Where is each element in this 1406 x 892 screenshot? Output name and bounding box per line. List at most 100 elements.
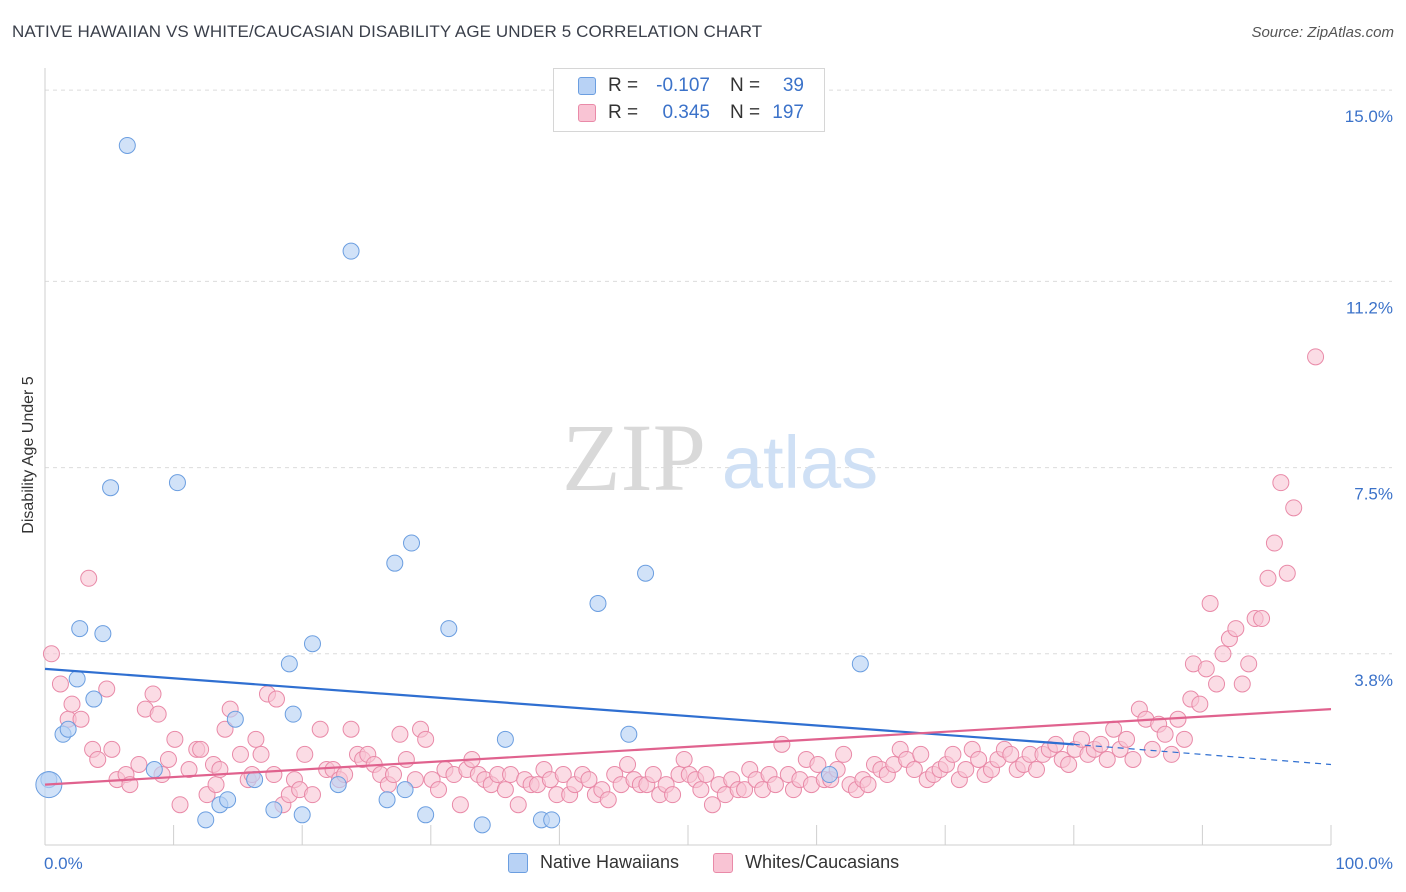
- legend-item-native-hawaiians[interactable]: Native Hawaiians: [508, 852, 679, 873]
- data-point-white: [1156, 725, 1174, 743]
- data-point-white: [180, 761, 198, 779]
- data-point-white: [385, 766, 403, 784]
- data-point-native-hawaiian: [145, 761, 163, 779]
- data-point-white: [1208, 675, 1226, 693]
- tick-labels: 3.8% 7.5% 11.2% 15.0% 0.0% 100.0%: [44, 107, 1393, 873]
- data-point-white: [905, 761, 923, 779]
- legend-item-whites-caucasians[interactable]: Whites/Caucasians: [713, 852, 899, 873]
- legend-row-whites-caucasians: R = 0.345 N = 197: [578, 101, 804, 125]
- data-point-white: [430, 781, 448, 799]
- data-point-white: [957, 761, 975, 779]
- data-point-white: [496, 781, 514, 799]
- legend-swatch-blue: [508, 852, 528, 873]
- grid-lines: [45, 89, 1392, 655]
- data-point-white: [1124, 750, 1142, 768]
- data-point-white: [231, 745, 249, 763]
- data-point-white: [644, 766, 662, 784]
- data-point-native-hawaiian: [403, 534, 421, 552]
- data-point-white: [1143, 740, 1161, 758]
- data-point-white: [1073, 730, 1091, 748]
- data-point-native-hawaiian: [473, 816, 491, 834]
- data-point-white: [697, 766, 715, 784]
- data-point-native-hawaiian: [386, 554, 404, 572]
- data-point-white: [1253, 610, 1271, 628]
- source-label: Source: ZipAtlas.com: [1251, 24, 1394, 41]
- data-point-white: [970, 750, 988, 768]
- correlation-legend: R = -0.107 N = 39 R = 0.345 N = 197: [553, 68, 825, 132]
- data-point-white: [216, 720, 234, 738]
- data-point-white: [664, 786, 682, 804]
- data-point-white: [1118, 730, 1136, 748]
- y-tick-label: 3.8%: [1354, 671, 1393, 690]
- data-point-native-hawaiian: [342, 242, 360, 260]
- data-point-native-hawaiian: [417, 806, 435, 824]
- data-point-native-hawaiian: [197, 811, 215, 829]
- data-point-native-hawaiian: [280, 655, 298, 673]
- watermark: ZIP atlas: [562, 404, 878, 511]
- data-point-native-hawaiian: [440, 620, 458, 638]
- series-native-hawaiians: [35, 136, 869, 834]
- data-point-white: [98, 680, 116, 698]
- data-point-white: [912, 745, 930, 763]
- data-point-white: [130, 755, 148, 773]
- legend-r-label: R =: [608, 102, 639, 123]
- data-point-native-hawaiian: [246, 771, 264, 789]
- data-point-white: [502, 766, 520, 784]
- data-point-white: [296, 745, 314, 763]
- watermark-zip: ZIP: [562, 404, 706, 511]
- legend-n-value: 197: [772, 102, 804, 123]
- data-point-native-hawaiian: [118, 136, 136, 154]
- data-point-white: [835, 745, 853, 763]
- data-point-white: [944, 745, 962, 763]
- data-point-native-hawaiian: [168, 474, 186, 492]
- y-tick-label: 7.5%: [1354, 485, 1393, 504]
- legend-row-native-hawaiians: R = -0.107 N = 39: [578, 74, 804, 98]
- data-point-white: [1105, 720, 1123, 738]
- legend-n-label: N =: [730, 102, 761, 123]
- data-point-native-hawaiian: [94, 625, 112, 643]
- data-point-native-hawaiian: [496, 730, 514, 748]
- data-point-white: [397, 750, 415, 768]
- data-point-native-hawaiian: [265, 801, 283, 819]
- data-point-white: [252, 745, 270, 763]
- data-point-white: [859, 776, 877, 794]
- trend-lines: [44, 667, 1332, 786]
- chart-title: NATIVE HAWAIIAN VS WHITE/CAUCASIAN DISAB…: [12, 22, 763, 41]
- data-point-white: [80, 569, 98, 587]
- data-point-white: [265, 766, 283, 784]
- data-point-white: [1259, 569, 1277, 587]
- trend-line-native-hawaiians-extension: [1073, 743, 1332, 766]
- data-point-white: [1307, 348, 1325, 366]
- data-point-white: [1060, 755, 1078, 773]
- data-point-white: [1278, 564, 1296, 582]
- data-point-white: [144, 685, 162, 703]
- data-point-native-hawaiian: [85, 690, 103, 708]
- data-point-white: [311, 720, 329, 738]
- data-point-white: [1285, 499, 1303, 517]
- data-point-white: [342, 720, 360, 738]
- data-point-white: [1240, 655, 1258, 673]
- data-point-white: [42, 645, 60, 663]
- data-point-white: [703, 796, 721, 814]
- legend-r-value: -0.107: [656, 75, 710, 96]
- series-legend: Native Hawaiians Whites/Caucasians: [508, 852, 933, 873]
- data-point-white: [1233, 675, 1251, 693]
- data-point-native-hawaiian: [589, 594, 607, 612]
- data-point-white: [773, 735, 791, 753]
- trend-line-native-hawaiians: [44, 667, 1074, 746]
- legend-n-label: N =: [730, 75, 761, 96]
- data-point-native-hawaiian: [620, 725, 638, 743]
- x-tick-label: 0.0%: [44, 854, 83, 873]
- data-point-white: [159, 750, 177, 768]
- data-point-white: [509, 796, 527, 814]
- data-point-white: [417, 730, 435, 748]
- data-point-white: [149, 705, 167, 723]
- data-point-white: [1227, 620, 1245, 638]
- data-point-white: [1163, 745, 1181, 763]
- data-point-white: [63, 695, 81, 713]
- axes: [44, 68, 1332, 846]
- data-point-white: [736, 781, 754, 799]
- data-point-native-hawaiian: [820, 766, 838, 784]
- legend-label: Whites/Caucasians: [745, 852, 900, 872]
- data-point-white: [554, 766, 572, 784]
